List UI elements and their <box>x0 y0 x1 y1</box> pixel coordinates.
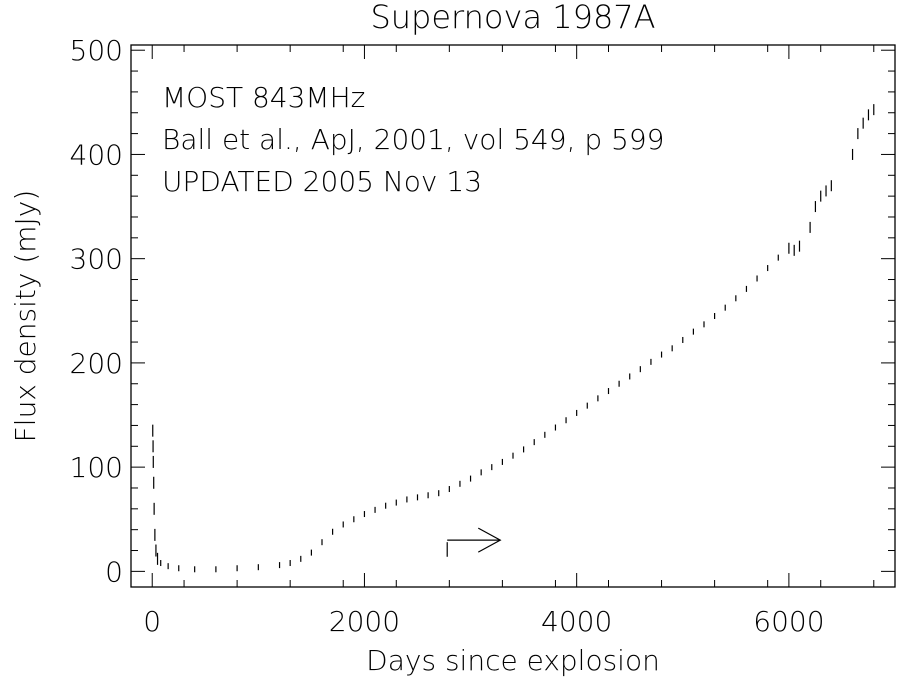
x-tick-label: 2000 <box>329 605 400 638</box>
x-tick-label: 0 <box>143 605 161 638</box>
y-tick-label: 400 <box>70 138 123 171</box>
arrow-annotation <box>446 527 502 557</box>
y-tick-label: 0 <box>105 555 123 588</box>
tick-labels: 0 2000 4000 6000 0 100 200 300 400 500 <box>70 34 825 638</box>
y-tick-label: 300 <box>70 243 123 276</box>
annotation-line: UPDATED 2005 Nov 13 <box>162 165 482 198</box>
chart-title: Supernova 1987A <box>370 0 655 36</box>
y-tick-label: 200 <box>70 347 123 380</box>
data-series <box>152 104 875 573</box>
annotation-line: MOST 843MHz <box>162 81 365 114</box>
annotation-line: Ball et al., ApJ, 2001, vol 549, p 599 <box>162 123 664 156</box>
annotations: MOST 843MHz Ball et al., ApJ, 2001, vol 5… <box>162 81 664 198</box>
plot-frame <box>130 44 896 588</box>
y-tick-label: 100 <box>70 451 123 484</box>
y-tick-label: 500 <box>70 34 123 67</box>
x-tick-label: 4000 <box>541 605 612 638</box>
y-axis-label: Flux density (mJy) <box>9 190 42 443</box>
axis-ticks <box>131 45 895 587</box>
x-tick-label: 6000 <box>753 605 824 638</box>
arrow-head <box>477 527 502 553</box>
x-axis-label: Days since explosion <box>366 644 660 677</box>
